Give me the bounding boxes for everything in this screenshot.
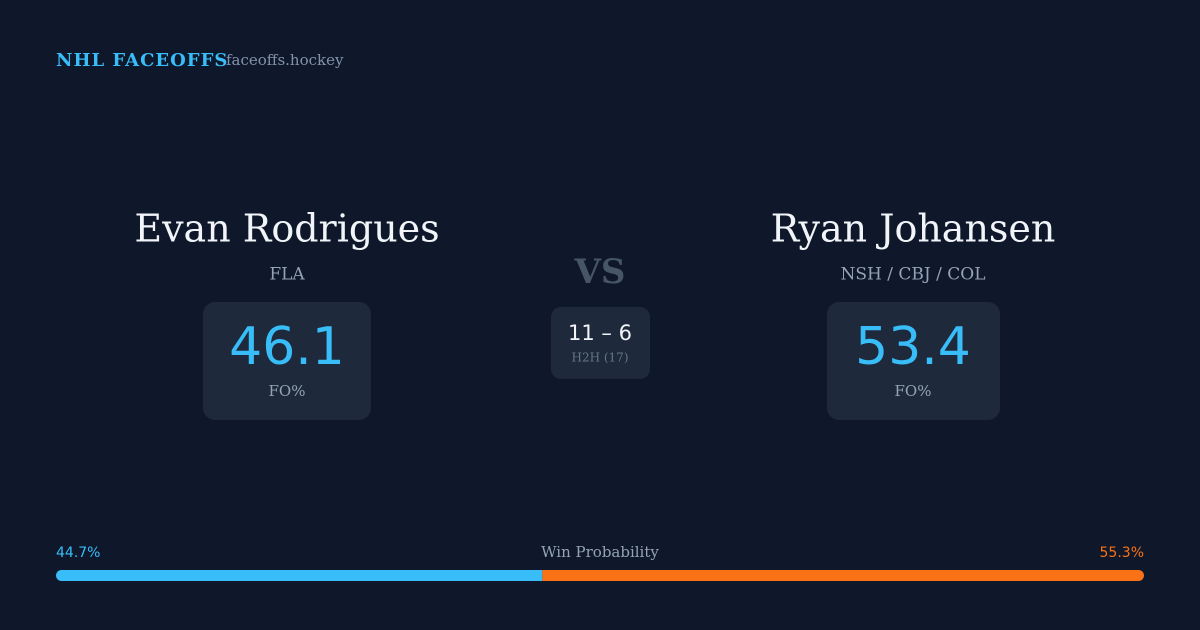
win-probability-title: Win Probability (541, 543, 659, 561)
probability-segment (542, 570, 1144, 581)
probability-label: 55.3% (1100, 545, 1144, 561)
h2h-record: 11 – 6 (568, 321, 632, 345)
versus: VS (574, 252, 626, 292)
probability-segment (56, 570, 543, 581)
probability-bar (56, 570, 1144, 581)
fo-percent: 46.1 (229, 317, 345, 377)
fo-label: FO% (269, 382, 306, 400)
player-name: Ryan Johansen (771, 207, 1056, 251)
fo-label: FO% (895, 382, 932, 400)
brand-title: NHL FACEOFFS (56, 50, 228, 71)
h2h-box (551, 307, 650, 379)
stat-box (203, 302, 371, 420)
h2h-label: H2H (17) (571, 351, 628, 365)
stat-box (827, 302, 1000, 420)
fo-percent: 53.4 (855, 317, 971, 377)
brand-site: faceoffs.hockey (226, 51, 344, 69)
player-team: NSH / CBJ / COL (841, 265, 986, 285)
player-name: Evan Rodrigues (134, 207, 439, 251)
probability-label: 44.7% (56, 545, 100, 561)
player-team: FLA (269, 265, 305, 285)
